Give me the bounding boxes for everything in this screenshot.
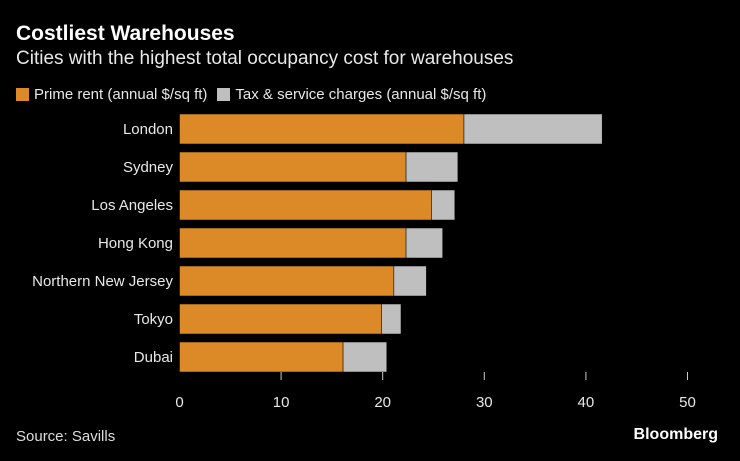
bar-tax-service bbox=[342, 341, 388, 373]
category-label: Northern New Jersey bbox=[32, 273, 173, 290]
bar-prime-rent bbox=[179, 113, 465, 145]
bar-prime-rent bbox=[179, 265, 395, 297]
bar-prime-rent bbox=[179, 189, 432, 221]
x-tick-label: 10 bbox=[273, 394, 290, 411]
bar-tax-service bbox=[405, 151, 459, 183]
category-label: Los Angeles bbox=[91, 197, 173, 214]
legend-item-tax: Tax & service charges (annual $/sq ft) bbox=[217, 86, 486, 103]
bar-prime-rent bbox=[179, 341, 344, 373]
legend-label-prime-rent: Prime rent (annual $/sq ft) bbox=[34, 86, 208, 103]
chart-subtitle: Cities with the highest total occupancy … bbox=[16, 48, 514, 69]
bloomberg-logo: Bloomberg bbox=[633, 426, 718, 443]
legend-label-tax: Tax & service charges (annual $/sq ft) bbox=[235, 86, 487, 103]
legend-swatch-tax bbox=[217, 88, 231, 101]
chart-title: Costliest Warehouses bbox=[16, 22, 235, 45]
bar-prime-rent bbox=[179, 227, 407, 259]
bar-tax-service bbox=[381, 303, 402, 335]
bar-tax-service bbox=[405, 227, 443, 259]
x-tick-label: 0 bbox=[175, 394, 183, 411]
x-tick-label: 40 bbox=[578, 394, 595, 411]
legend-item-prime-rent: Prime rent (annual $/sq ft) bbox=[16, 86, 207, 103]
category-label: London bbox=[123, 121, 173, 138]
x-tick-label: 20 bbox=[374, 394, 391, 411]
legend-swatch-prime-rent bbox=[16, 88, 29, 101]
bar-prime-rent bbox=[179, 151, 407, 183]
legend: Prime rent (annual $/sq ft) Tax & servic… bbox=[16, 86, 496, 103]
x-tick-label: 30 bbox=[476, 394, 493, 411]
source-note: Source: Savills bbox=[16, 428, 116, 445]
bar-tax-service bbox=[431, 189, 456, 221]
bar-tax-service bbox=[393, 265, 427, 297]
bar-tax-service bbox=[463, 113, 603, 145]
bar-prime-rent bbox=[179, 303, 382, 335]
x-tick-label: 50 bbox=[679, 394, 696, 411]
category-label: Sydney bbox=[123, 159, 174, 176]
category-label: Dubai bbox=[134, 349, 173, 366]
category-label: Tokyo bbox=[134, 311, 173, 328]
category-label: Hong Kong bbox=[98, 235, 173, 252]
